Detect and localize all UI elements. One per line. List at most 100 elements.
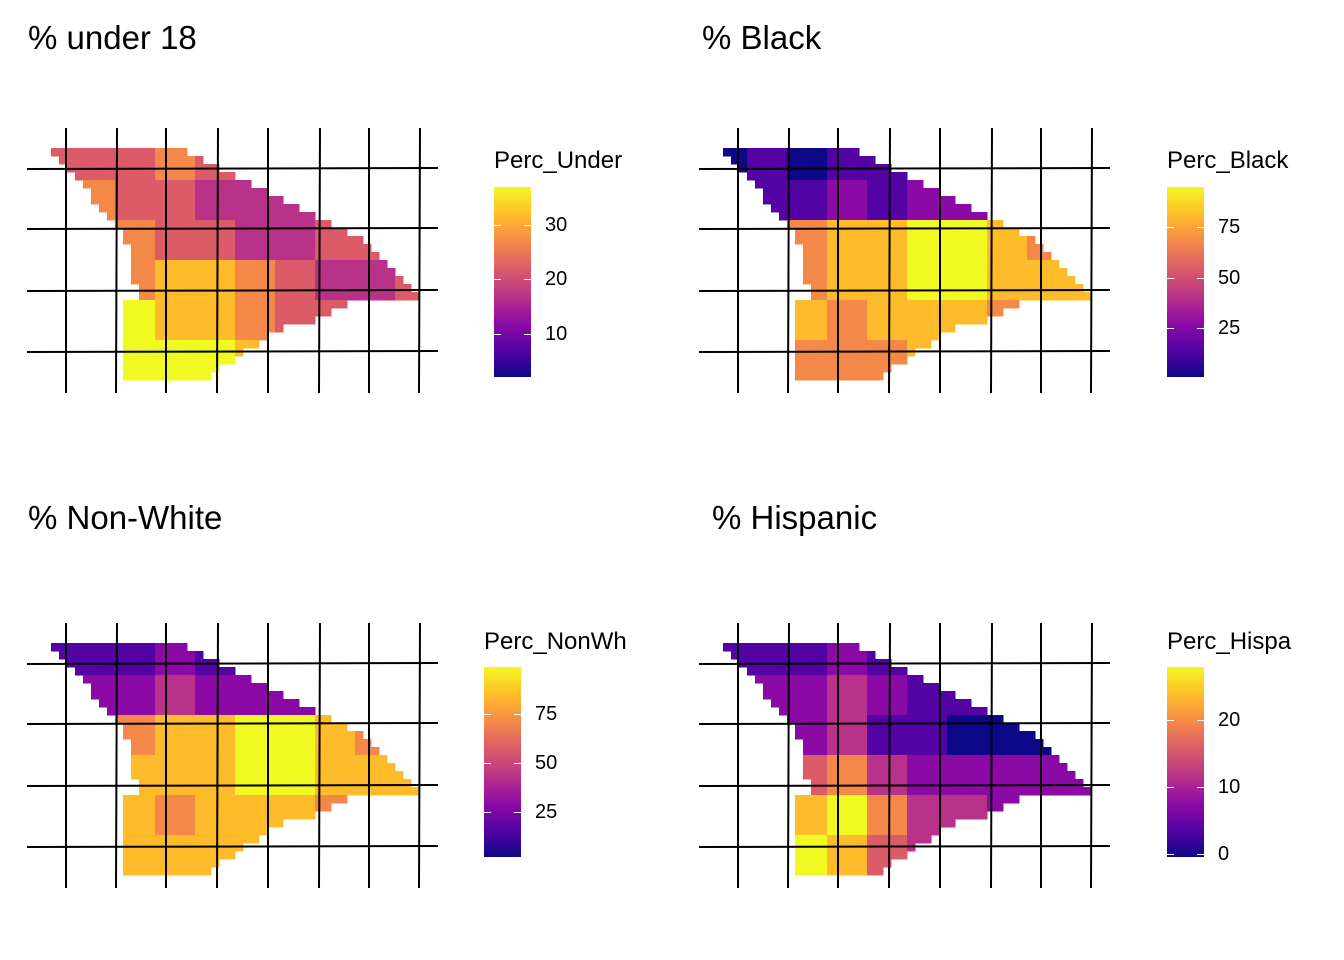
census-tract	[99, 188, 108, 197]
census-tract	[195, 651, 204, 660]
census-tract	[251, 779, 260, 788]
census-tract	[155, 212, 164, 221]
census-tract	[243, 308, 252, 317]
census-tract	[107, 707, 116, 716]
census-tract	[331, 771, 340, 780]
census-tract	[827, 212, 836, 221]
census-tract	[91, 675, 100, 684]
census-tract	[243, 747, 252, 756]
census-tract	[939, 268, 948, 277]
census-tract	[955, 755, 964, 764]
legend-tick-mark	[524, 225, 531, 226]
census-tract	[179, 236, 188, 245]
graticule-longitude	[1090, 622, 1093, 889]
census-tract	[187, 308, 196, 317]
census-tract	[299, 252, 308, 261]
census-tract	[243, 276, 252, 285]
census-tract	[851, 827, 860, 836]
census-tract	[915, 795, 924, 804]
census-tract	[115, 180, 124, 189]
census-tract	[795, 148, 804, 157]
census-tract	[1059, 284, 1068, 293]
census-tract	[915, 723, 924, 732]
census-tract	[179, 204, 188, 213]
graticule-latitude	[698, 662, 1111, 665]
census-tract	[195, 779, 204, 788]
census-tract	[203, 340, 212, 349]
census-tract	[139, 771, 148, 780]
census-tract	[859, 787, 868, 796]
census-tract	[835, 188, 844, 197]
census-tract	[219, 819, 228, 828]
census-tract	[755, 156, 764, 165]
census-tract	[139, 196, 148, 205]
census-tract	[867, 236, 876, 245]
census-tract	[851, 651, 860, 660]
census-tract	[971, 731, 980, 740]
census-tract	[955, 715, 964, 724]
census-tract	[267, 292, 276, 301]
census-tract	[803, 771, 812, 780]
census-tract	[819, 252, 828, 261]
census-tract	[1027, 284, 1036, 293]
census-tract	[995, 236, 1004, 245]
census-tract	[867, 300, 876, 309]
census-tract	[155, 827, 164, 836]
census-tract	[251, 332, 260, 341]
census-tract	[755, 180, 764, 189]
census-tract	[867, 244, 876, 253]
census-tract	[227, 356, 236, 365]
census-tract	[259, 691, 268, 700]
census-tract	[227, 292, 236, 301]
census-tract	[923, 779, 932, 788]
census-tract	[251, 340, 260, 349]
census-tract	[147, 364, 156, 373]
census-tract	[195, 308, 204, 317]
census-tract	[835, 667, 844, 676]
census-tract	[827, 220, 836, 229]
census-tract	[355, 244, 364, 253]
census-tract	[363, 260, 372, 269]
census-tract	[915, 324, 924, 333]
census-tract	[779, 156, 788, 165]
census-tract	[243, 803, 252, 812]
census-tract	[163, 787, 172, 796]
census-tract	[139, 156, 148, 165]
census-tract	[267, 707, 276, 716]
census-tract	[203, 763, 212, 772]
census-tract	[819, 739, 828, 748]
census-tract	[947, 819, 956, 828]
census-tract	[1011, 747, 1020, 756]
census-tract	[931, 803, 940, 812]
census-tract	[915, 779, 924, 788]
census-tract	[939, 324, 948, 333]
census-tract	[835, 308, 844, 317]
census-tract	[163, 148, 172, 157]
census-tract	[251, 699, 260, 708]
census-tract	[907, 755, 916, 764]
census-tract	[851, 196, 860, 205]
census-tract	[163, 196, 172, 205]
census-tract	[179, 292, 188, 301]
census-tract	[139, 747, 148, 756]
census-tract	[163, 180, 172, 189]
census-tract	[979, 747, 988, 756]
census-tract	[915, 803, 924, 812]
census-tract	[259, 260, 268, 269]
census-tract	[291, 771, 300, 780]
census-tract	[155, 835, 164, 844]
census-tract	[131, 795, 140, 804]
census-tract	[859, 683, 868, 692]
census-tract	[163, 835, 172, 844]
census-tract	[171, 212, 180, 221]
census-tract	[243, 731, 252, 740]
census-tract	[859, 651, 868, 660]
census-tract	[819, 795, 828, 804]
census-tract	[339, 795, 348, 804]
census-tract	[771, 643, 780, 652]
census-tract	[915, 244, 924, 253]
census-tract	[971, 707, 980, 716]
census-tract	[923, 691, 932, 700]
census-tract	[971, 739, 980, 748]
census-tract	[1035, 771, 1044, 780]
